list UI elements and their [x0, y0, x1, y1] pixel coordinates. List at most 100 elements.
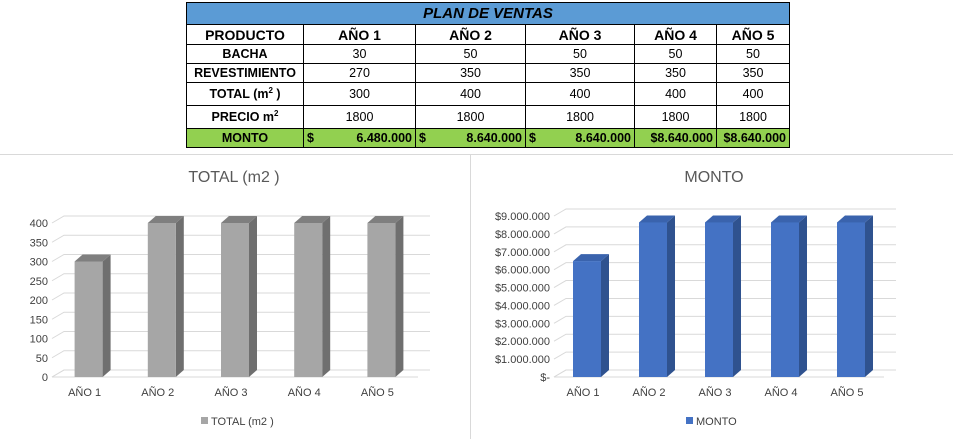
money-cell[interactable]: $8.640.000 — [525, 128, 635, 148]
y-tick-label: 100 — [30, 334, 48, 346]
column-header[interactable]: PRODUCTO — [186, 24, 304, 45]
table-cell[interactable]: 350 — [415, 63, 526, 83]
y-tick-label: $- — [540, 372, 550, 384]
row-label[interactable]: BACHA — [186, 44, 304, 64]
table-cell[interactable]: 30 — [303, 44, 416, 64]
row-label[interactable]: MONTO — [186, 128, 304, 148]
y-tick-label: $2.000.000 — [495, 336, 550, 348]
table-cell[interactable]: 400 — [634, 82, 717, 106]
table-cell[interactable]: 1800 — [303, 105, 416, 129]
bar-side — [249, 216, 257, 377]
bar-top — [639, 215, 675, 223]
bar[interactable] — [771, 222, 799, 377]
y-tick-label: $7.000.000 — [495, 247, 550, 259]
table-cell[interactable]: 350 — [634, 63, 717, 83]
total-m2-chart-svg: TOTAL (m2 ) 0 50 100 150 200 250 300 350 400 AÑO 1… — [30, 169, 430, 428]
table-row: PRECIO m2 1800 1800 1800 1800 1800 — [186, 105, 790, 129]
bar[interactable] — [367, 223, 396, 377]
monto-chart-svg: MONTO $- $1.000.000 $2.000.000 $3.000.000 $4.… — [495, 169, 896, 428]
bar[interactable] — [294, 223, 323, 377]
legend: TOTAL (m2 ) — [201, 416, 274, 428]
table-row: TOTAL (m2 ) 300 400 400 400 400 — [186, 82, 790, 106]
x-tick-label: AÑO 3 — [698, 386, 731, 399]
money-cell[interactable]: $6.480.000 — [303, 128, 416, 148]
table-cell[interactable]: 400 — [716, 82, 790, 106]
money-cell[interactable]: $8.640.000 — [634, 128, 717, 148]
bar[interactable] — [639, 222, 667, 377]
bar[interactable] — [74, 261, 103, 378]
table-cell[interactable]: 1800 — [634, 105, 717, 129]
row-label[interactable]: TOTAL (m2 ) — [186, 82, 304, 106]
bar-side — [322, 216, 331, 377]
money-value: $8.640.000 — [723, 131, 786, 145]
bar-top — [573, 254, 609, 262]
table-cell[interactable]: 400 — [525, 82, 635, 106]
table-cell[interactable]: 50 — [415, 44, 526, 64]
column-header[interactable]: AÑO 2 — [415, 24, 526, 45]
table-cell[interactable]: 400 — [415, 82, 526, 106]
y-tick-label: $9.000.000 — [495, 211, 550, 223]
y-tick-label: $4.000.000 — [495, 300, 550, 312]
bar-top — [74, 254, 111, 262]
y-tick-label: $3.000.000 — [495, 318, 550, 330]
superscript: 2 — [268, 86, 273, 96]
x-tick-label: AÑO 4 — [288, 386, 321, 399]
bar-top — [837, 215, 873, 223]
y-tick-label: 50 — [36, 353, 48, 365]
table-cell[interactable]: 350 — [525, 63, 635, 83]
row-label[interactable]: REVESTIMIENTO — [186, 63, 304, 83]
bar-side — [667, 215, 675, 377]
table-cell[interactable]: 50 — [525, 44, 635, 64]
currency-symbol: $ — [529, 131, 536, 145]
table-cell[interactable]: 300 — [303, 82, 416, 106]
table-cell[interactable]: 1800 — [525, 105, 635, 129]
monto-chart[interactable]: MONTO $- $1.000.000 $2.000.000 $3.000.000 $4.… — [472, 156, 953, 439]
bar[interactable] — [147, 223, 176, 377]
bar-side — [799, 215, 807, 377]
x-tick-label: AÑO 5 — [361, 386, 394, 399]
money-value: $8.640.000 — [650, 131, 713, 145]
column-header[interactable]: AÑO 3 — [525, 24, 635, 45]
y-tick-label: $5.000.000 — [495, 283, 550, 295]
bar[interactable] — [221, 223, 249, 377]
y-tick-label: $1.000.000 — [495, 354, 550, 366]
row-label[interactable]: PRECIO m2 — [186, 105, 304, 129]
column-header[interactable]: AÑO 1 — [303, 24, 416, 45]
x-tick-label: AÑO 1 — [68, 386, 101, 399]
bar-top — [367, 216, 404, 223]
table-cell[interactable]: 1800 — [716, 105, 790, 129]
table-cell[interactable]: 1800 — [415, 105, 526, 129]
legend-label: TOTAL (m2 ) — [211, 416, 274, 428]
money-value: 8.640.000 — [466, 131, 522, 145]
bar[interactable] — [837, 222, 865, 377]
gridline — [553, 208, 896, 217]
bar[interactable] — [573, 261, 601, 377]
bar-side — [733, 215, 741, 377]
bar-top — [771, 215, 807, 223]
column-header[interactable]: AÑO 5 — [716, 24, 790, 45]
money-cell[interactable]: $8.640.000 — [716, 128, 790, 148]
chart-title: MONTO — [684, 169, 743, 186]
x-tick-label: AÑO 2 — [632, 386, 665, 399]
table-row: REVESTIMIENTO 270 350 350 350 350 — [186, 63, 790, 83]
table-cell[interactable]: 50 — [634, 44, 717, 64]
money-cell[interactable]: $8.640.000 — [415, 128, 526, 148]
money-value: 6.480.000 — [356, 131, 412, 145]
legend-label: MONTO — [696, 416, 737, 428]
y-tick-label: 250 — [30, 276, 48, 288]
x-tick-label: AÑO 5 — [830, 386, 863, 399]
table-cell[interactable]: 350 — [716, 63, 790, 83]
bar[interactable] — [705, 222, 733, 377]
bar-side — [175, 216, 184, 377]
chart-title: TOTAL (m2 ) — [188, 169, 279, 186]
table-title[interactable]: PLAN DE VENTAS — [186, 2, 790, 25]
table-cell[interactable]: 270 — [303, 63, 416, 83]
table-cell[interactable]: 50 — [716, 44, 790, 64]
y-tick-label: 150 — [30, 314, 48, 326]
total-m2-chart[interactable]: TOTAL (m2 ) 0 50 100 150 200 250 300 350 400 AÑO 1… — [0, 156, 468, 439]
currency-symbol: $ — [419, 131, 426, 145]
column-header[interactable]: AÑO 4 — [634, 24, 717, 45]
currency-symbol: $ — [307, 131, 314, 145]
y-tick-label: 200 — [30, 295, 48, 307]
